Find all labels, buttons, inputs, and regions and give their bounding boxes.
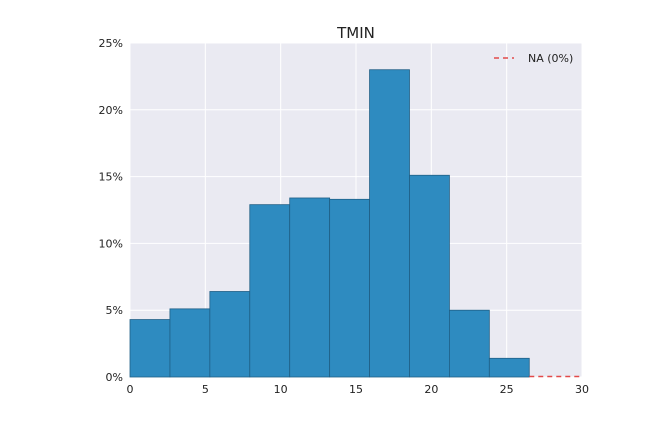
histogram-bar [169, 308, 211, 378]
y-tick-label: 20% [99, 104, 123, 117]
x-tick-label: 5 [202, 383, 209, 396]
bars [129, 69, 530, 378]
y-tick-label: 0% [106, 371, 123, 384]
histogram-bar [249, 204, 291, 378]
x-tick-label: 10 [274, 383, 288, 396]
histogram-bar [488, 357, 530, 378]
histogram-bar [409, 174, 450, 378]
histogram-bar [369, 69, 410, 378]
x-tick-label: 0 [127, 383, 134, 396]
histogram-bar [449, 309, 490, 378]
histogram-bar [209, 291, 251, 378]
x-tick-label: 20 [424, 383, 438, 396]
y-tick-label: 15% [99, 171, 123, 184]
x-tick-label: 30 [575, 383, 589, 396]
histogram-bar [129, 319, 171, 378]
histogram-bar [289, 197, 331, 378]
x-axis-ticks: 0 5 10 15 20 25 30 [127, 383, 590, 396]
legend: NA (0%) [494, 52, 573, 65]
x-tick-label: 15 [349, 383, 363, 396]
y-tick-label: 10% [99, 237, 123, 250]
chart-title: TMIN [336, 24, 375, 42]
y-tick-label: 25% [99, 37, 123, 50]
legend-na-label: NA (0%) [528, 52, 573, 65]
y-tick-label: 5% [106, 304, 123, 317]
y-axis-ticks: 0% 5% 10% 15% 20% 25% [99, 37, 123, 384]
histogram-bar [329, 198, 370, 378]
x-tick-label: 25 [500, 383, 514, 396]
